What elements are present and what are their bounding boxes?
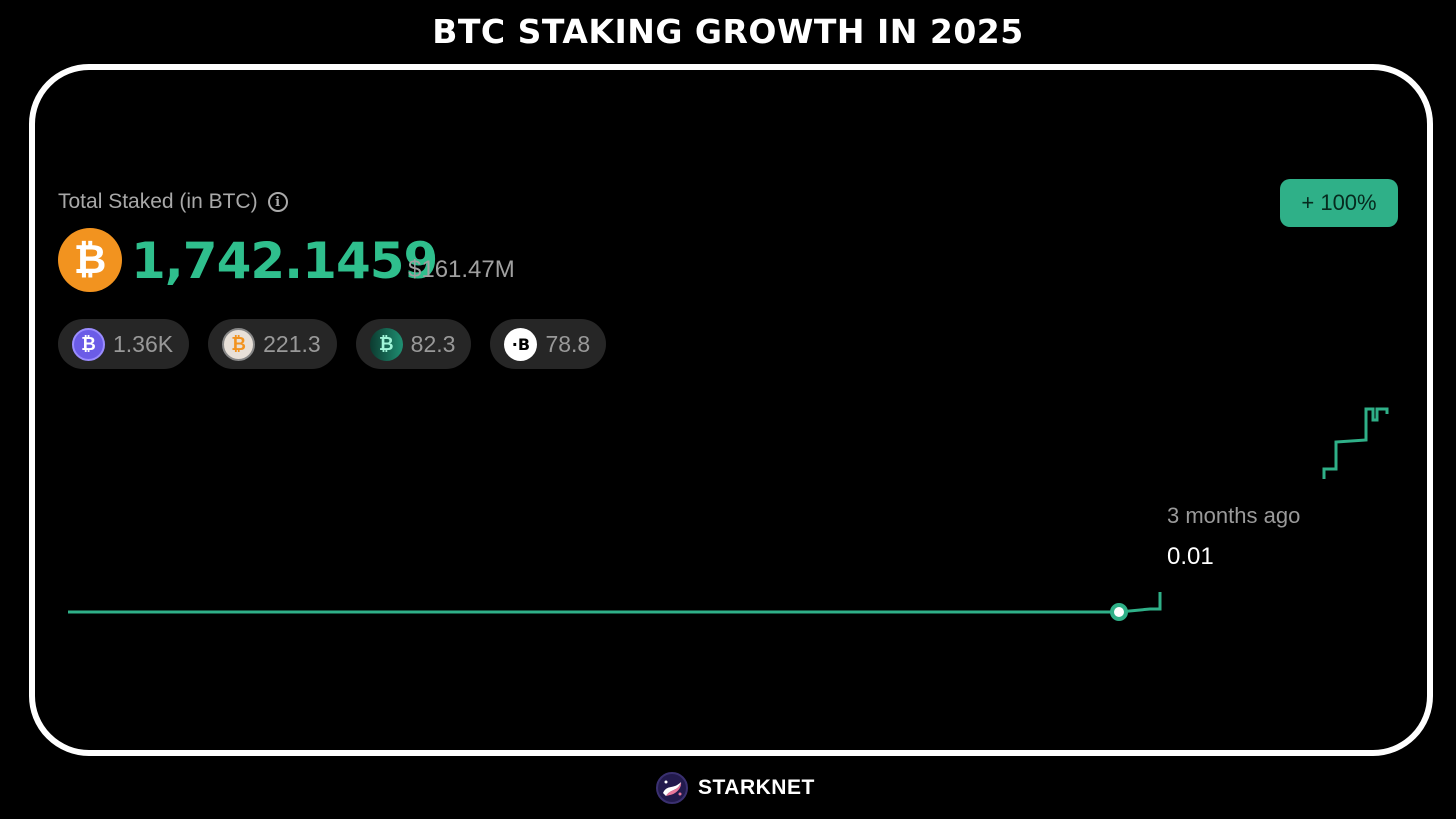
change-badge: + 100% <box>1280 179 1398 227</box>
staking-line-lower <box>68 592 1162 614</box>
starknet-logo-icon <box>656 772 688 804</box>
token-value: 1.36K <box>113 330 174 357</box>
hover-point <box>1110 603 1128 621</box>
token-chips: ₿ 1.36K ₿ 221.3 ₿ 82.3 ·B 78.8 <box>58 319 607 369</box>
total-staked-usd: $161.47M <box>408 256 515 283</box>
token-chip[interactable]: ₿ 1.36K <box>58 319 190 369</box>
total-staked-label: Total Staked (in BTC) i <box>58 190 288 214</box>
page-title: BTC STAKING GROWTH IN 2025 <box>432 12 1024 51</box>
bitcoin-icon: ₿ <box>58 228 122 292</box>
footer-brand: STARKNET <box>656 772 815 804</box>
total-staked-label-text: Total Staked (in BTC) <box>58 190 258 213</box>
info-icon[interactable]: i <box>267 192 288 212</box>
token-value: 78.8 <box>545 330 591 357</box>
teal-btc-icon: ₿ <box>369 327 403 361</box>
orange-btc-icon: ₿ <box>222 327 256 361</box>
token-chip[interactable]: ·B 78.8 <box>490 319 607 369</box>
staking-card <box>29 64 1433 756</box>
tooltip-value: 0.01 <box>1167 543 1214 570</box>
token-value: 221.3 <box>263 330 321 357</box>
token-value: 82.3 <box>410 330 456 357</box>
tooltip-time: 3 months ago <box>1167 503 1301 528</box>
white-btc-icon: ·B <box>504 327 538 361</box>
staking-line-upper <box>1322 407 1389 479</box>
token-chip[interactable]: ₿ 82.3 <box>355 319 472 369</box>
total-staked-value: 1,742.1459 <box>131 232 438 290</box>
brand-name: STARKNET <box>698 776 815 799</box>
purple-btc-icon: ₿ <box>72 327 105 361</box>
token-chip[interactable]: ₿ 221.3 <box>208 319 337 369</box>
